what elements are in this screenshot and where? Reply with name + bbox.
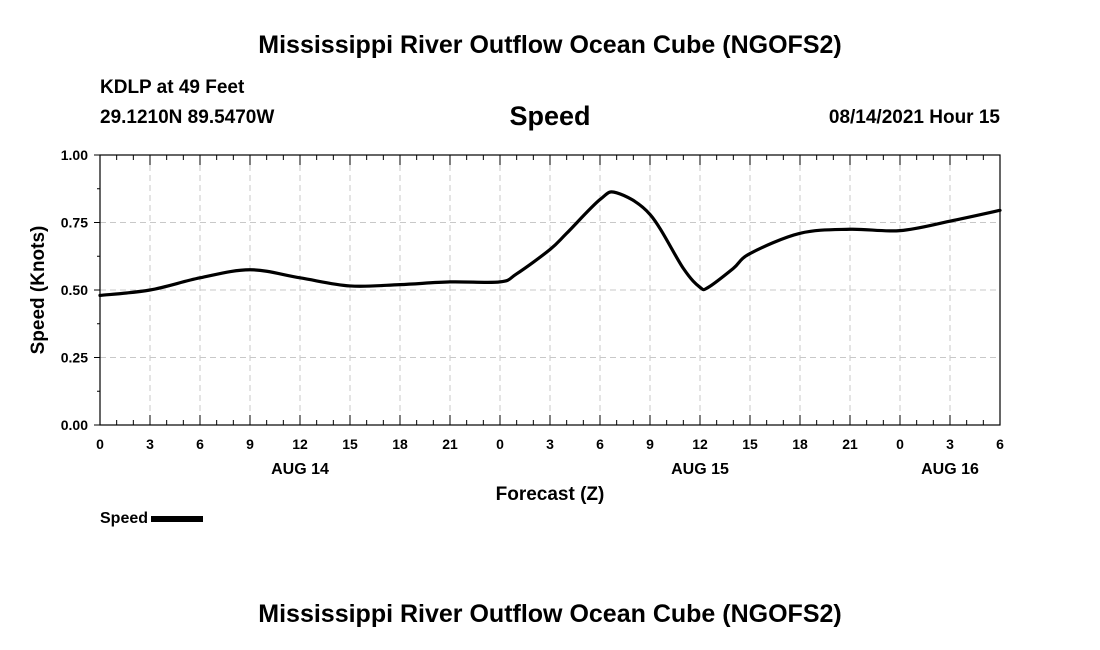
y-tick-label: 0.50 xyxy=(61,282,88,298)
x-tick-label: 6 xyxy=(996,436,1004,452)
station-label: KDLP at 49 Feet xyxy=(100,77,245,98)
x-tick-label: 0 xyxy=(896,436,904,452)
x-tick-label: 9 xyxy=(646,436,654,452)
x-tick-label: 21 xyxy=(842,436,858,452)
x-tick-label: 18 xyxy=(792,436,808,452)
x-tick-label: 6 xyxy=(596,436,604,452)
x-tick-label: 3 xyxy=(946,436,954,452)
day-label: AUG 16 xyxy=(921,461,979,478)
y-tick-label: 0.75 xyxy=(61,215,88,231)
x-tick-label: 9 xyxy=(246,436,254,452)
chart-title-bottom: Mississippi River Outflow Ocean Cube (NG… xyxy=(258,600,842,628)
x-tick-label: 3 xyxy=(146,436,154,452)
legend: Speed xyxy=(100,510,204,528)
x-tick-label: 0 xyxy=(496,436,504,452)
y-axis-label: Speed (Knots) xyxy=(28,226,49,355)
chart-title-top: Mississippi River Outflow Ocean Cube (NG… xyxy=(258,31,842,59)
x-axis-label: Forecast (Z) xyxy=(496,484,605,505)
y-tick-label: 1.00 xyxy=(61,147,88,163)
x-tick-label: 6 xyxy=(196,436,204,452)
legend-swatch xyxy=(151,516,204,522)
x-tick-label: 12 xyxy=(692,436,708,452)
speed-chart: 0 3 6 9 12 15 18 21 0 3 6 9 12 15 18 21 0 3 6 0.00 0.25 0.50 0… xyxy=(28,147,1004,505)
speed-series-line xyxy=(98,190,1002,297)
x-tick-label: 21 xyxy=(442,436,458,452)
series-layer xyxy=(98,190,1002,297)
x-tick-label: 3 xyxy=(546,436,554,452)
legend-label: Speed xyxy=(100,510,149,527)
x-tick-label: 12 xyxy=(292,436,308,452)
y-tick-label: 0.00 xyxy=(61,417,88,433)
x-tick-label: 15 xyxy=(742,436,758,452)
grid xyxy=(100,155,1000,425)
axis-ticks xyxy=(94,154,1001,426)
datetime-label: 08/14/2021 Hour 15 xyxy=(828,107,1000,128)
coordinates-label: 29.1210N 89.5470W xyxy=(100,107,275,128)
axis-tick-labels: 0 3 6 9 12 15 18 21 0 3 6 9 12 15 18 21 0 3 6 0.00 0.25 0.50 0… xyxy=(61,147,1004,478)
day-label: AUG 15 xyxy=(671,461,729,478)
day-label: AUG 14 xyxy=(271,461,329,478)
variable-title: Speed xyxy=(509,101,591,131)
x-tick-label: 15 xyxy=(342,436,358,452)
y-tick-label: 0.25 xyxy=(61,350,88,366)
x-tick-label: 18 xyxy=(392,436,408,452)
x-tick-label: 0 xyxy=(96,436,104,452)
